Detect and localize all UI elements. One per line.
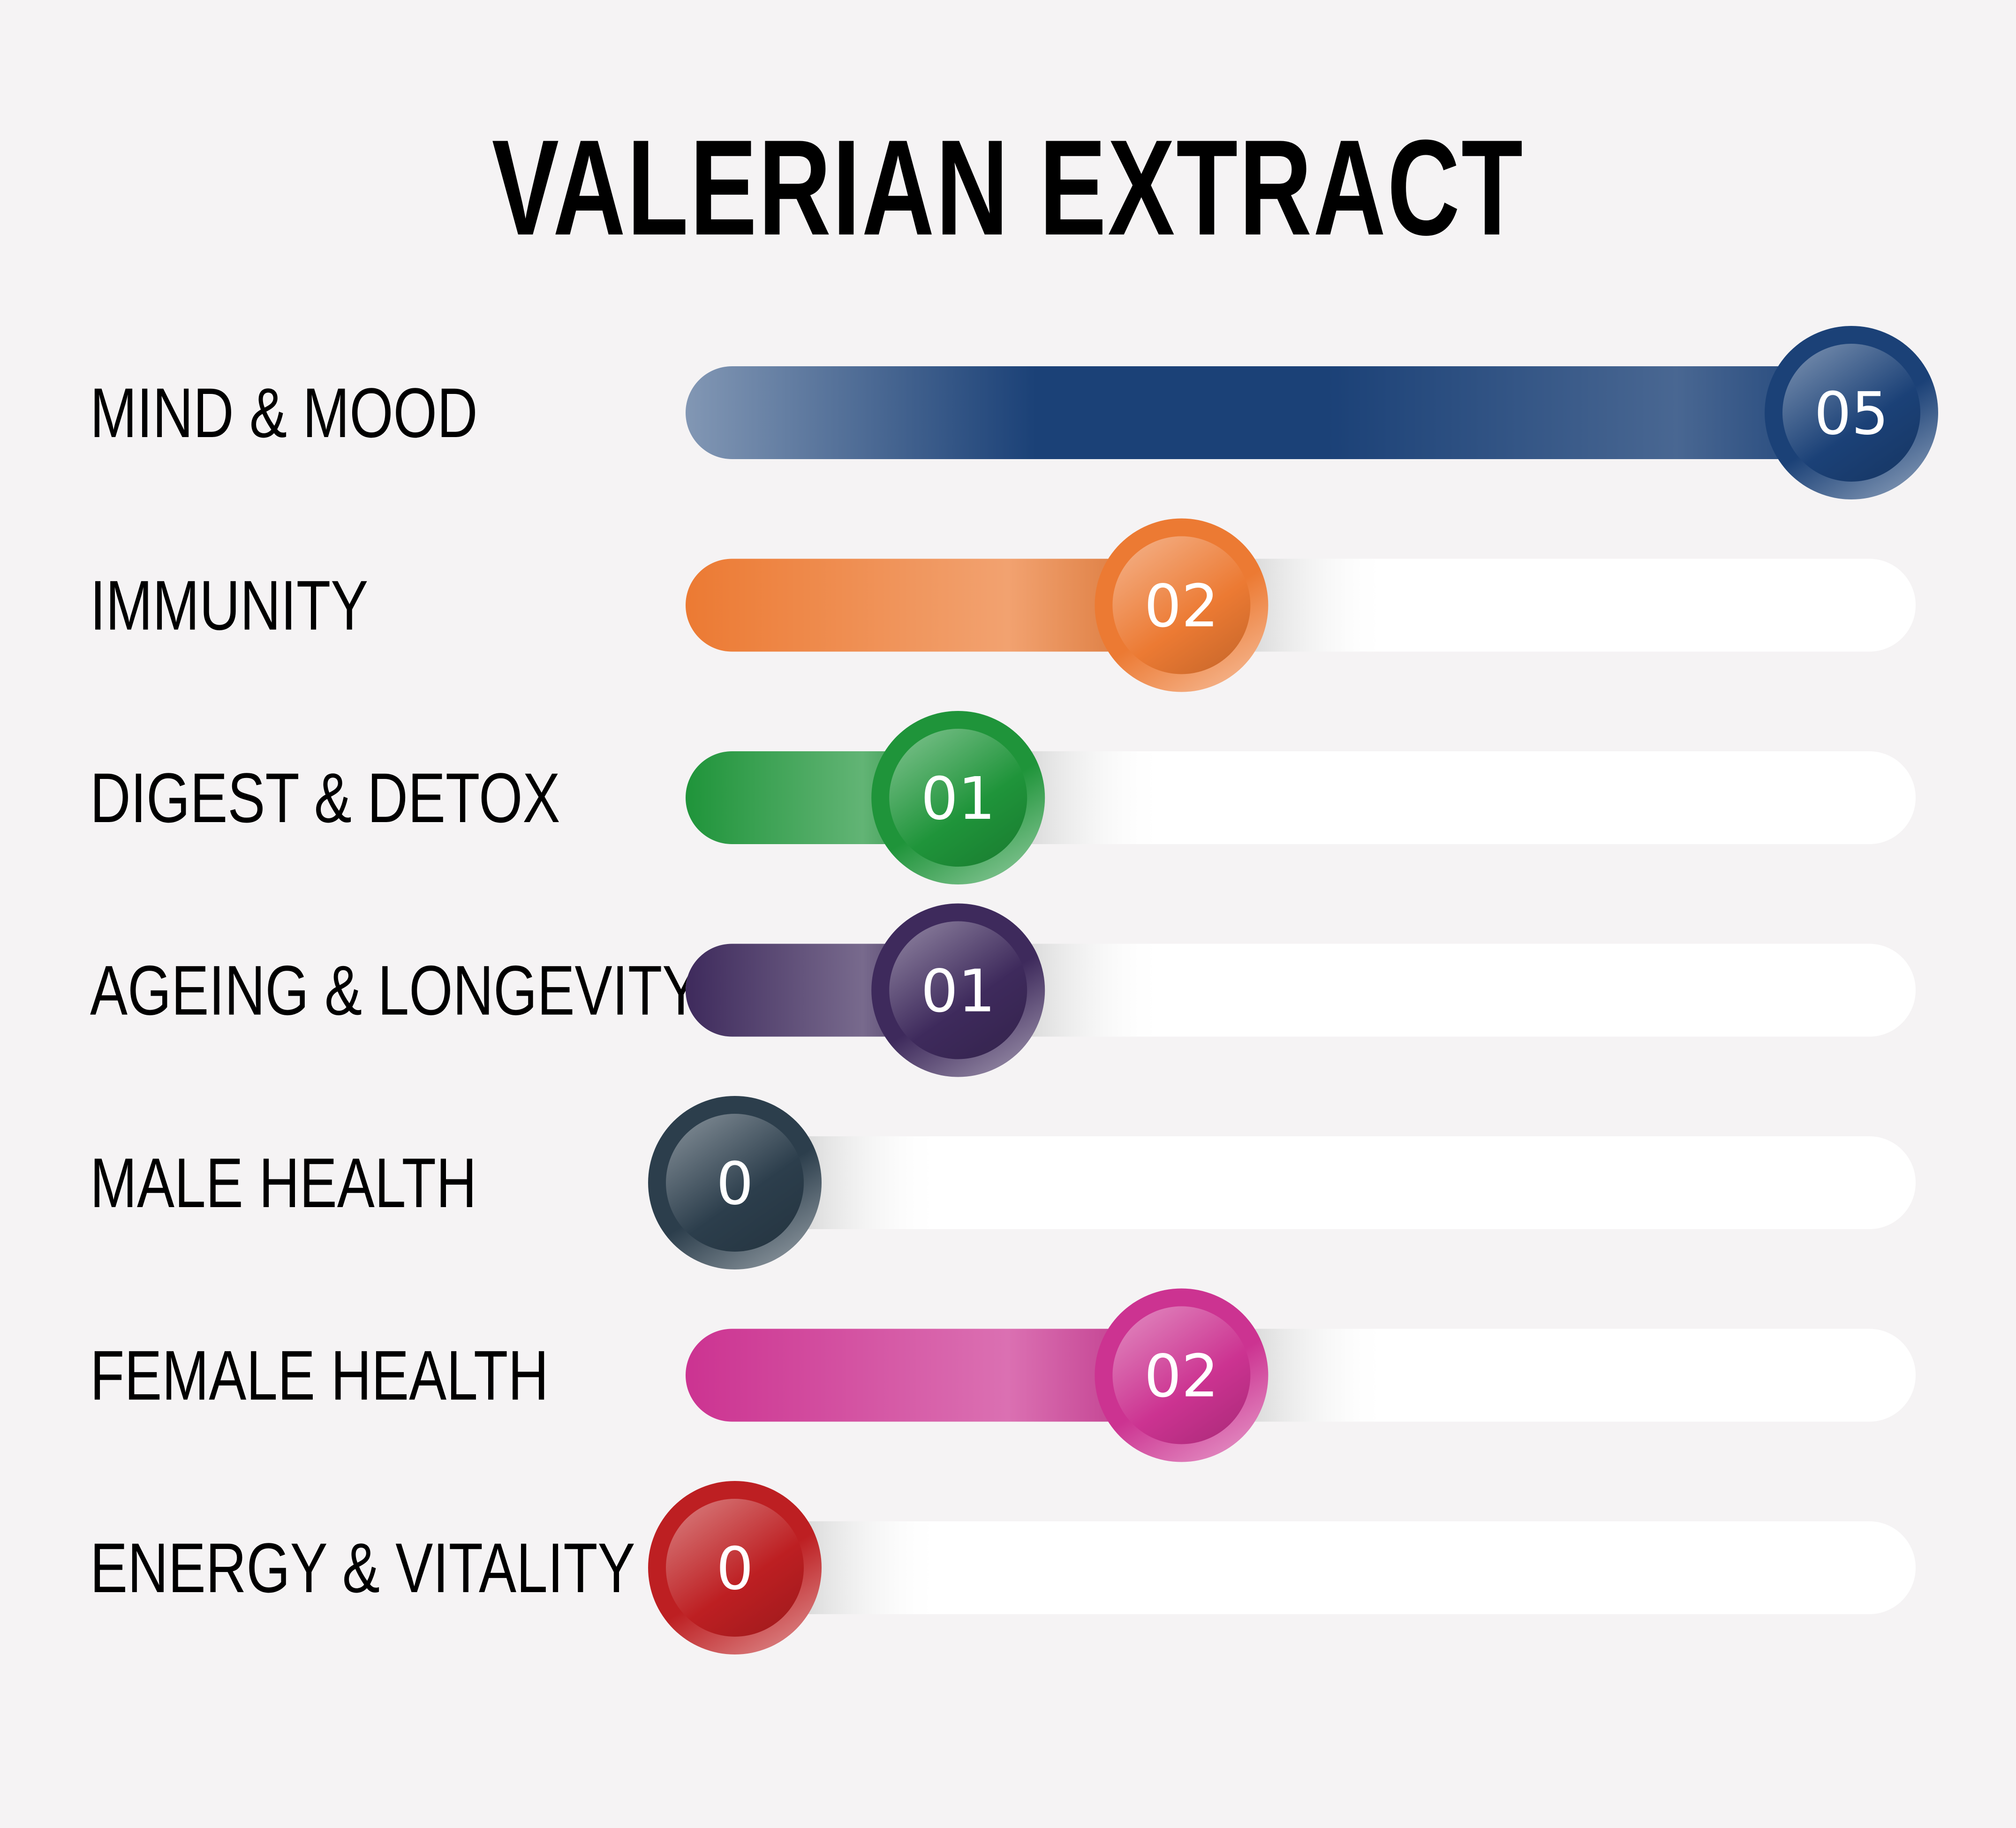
bar-fill	[686, 1329, 1182, 1422]
row-4: AGEING & LONGEVITY 01	[90, 903, 1916, 1077]
data-label: 02	[1144, 1343, 1219, 1411]
category-label: DIGEST & DETOX	[90, 758, 560, 837]
value-badge: 0	[648, 1481, 822, 1654]
value-badge: 02	[1095, 518, 1268, 692]
badge-core	[1782, 344, 1920, 482]
category-label: MIND & MOOD	[90, 373, 478, 452]
value-badge: 0	[648, 1096, 822, 1269]
data-label: 02	[1144, 573, 1219, 641]
category-label: FEMALE HEALTH	[90, 1336, 549, 1415]
badge-core	[666, 1499, 804, 1637]
bar-fill	[686, 559, 1182, 652]
row-3: DIGEST & DETOX 01	[90, 711, 1916, 884]
data-label: 05	[1814, 380, 1888, 448]
badge-core	[889, 921, 1027, 1059]
value-badge: 05	[1765, 326, 1938, 499]
row-7: ENERGY & VITALITY 0	[90, 1481, 1916, 1654]
value-badge: 01	[871, 711, 1045, 884]
data-label: 0	[716, 1150, 754, 1218]
badge-core	[1112, 1306, 1251, 1444]
value-badge: 01	[871, 903, 1045, 1077]
badge-core	[666, 1114, 804, 1252]
badge-core	[1112, 536, 1251, 674]
value-badge: 02	[1095, 1288, 1268, 1462]
data-label: 01	[921, 765, 996, 833]
data-label: 0	[716, 1535, 754, 1603]
chart-title: VALERIAN EXTRACT	[491, 112, 1525, 264]
category-label: ENERGY & VITALITY	[90, 1528, 635, 1607]
row-1: MIND & MOOD 05	[90, 326, 1938, 499]
category-label: AGEING & LONGEVITY	[90, 951, 700, 1030]
bar-track	[686, 1136, 1916, 1229]
badge-core	[889, 729, 1027, 867]
bar-track	[686, 1521, 1916, 1614]
row-5: MALE HEALTH 0	[90, 1096, 1916, 1269]
category-label: IMMUNITY	[90, 566, 368, 645]
row-6: FEMALE HEALTH 02	[90, 1288, 1916, 1462]
category-label: MALE HEALTH	[90, 1143, 477, 1222]
bar-fill	[686, 366, 1851, 459]
row-2: IMMUNITY 02	[90, 518, 1916, 692]
data-label: 01	[921, 958, 996, 1026]
